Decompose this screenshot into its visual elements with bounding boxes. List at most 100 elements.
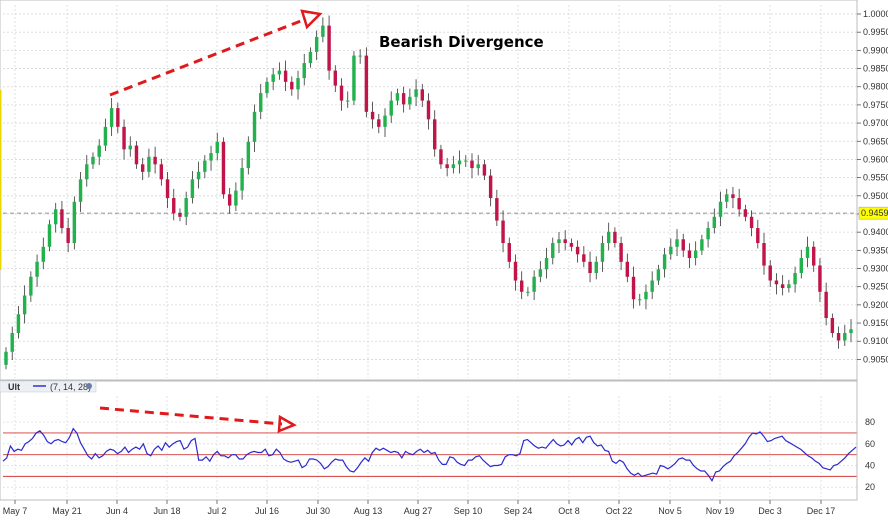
candle-body <box>793 273 797 285</box>
candle-body <box>122 126 126 150</box>
oscillator-divergence-arrow-line <box>99 406 283 426</box>
candle-body <box>725 194 729 202</box>
candle-body <box>85 164 89 180</box>
candle-body <box>66 228 70 244</box>
candle-body <box>60 209 64 229</box>
candle-body <box>358 55 362 57</box>
candle-body <box>693 250 698 259</box>
indicator-tick-label: 80 <box>865 417 875 427</box>
time-tick-label: May 21 <box>52 506 82 516</box>
candle-body <box>538 269 543 277</box>
time-tick-label: Nov 5 <box>658 506 682 516</box>
candle-body <box>395 93 400 101</box>
candle-body <box>762 243 766 266</box>
candle-body <box>35 261 39 277</box>
candle-body <box>290 81 294 90</box>
price-tick-label: 0.98500 <box>863 64 888 74</box>
candle-body <box>575 246 580 255</box>
price-tick-label: 0.95000 <box>863 191 888 201</box>
time-tick-label: Jun 18 <box>153 506 180 516</box>
candle-body <box>451 164 456 169</box>
indicator-header: Ult (7, 14, 28) <box>0 380 97 393</box>
candle-body <box>103 126 108 146</box>
candle-body <box>91 156 95 165</box>
candle-body <box>843 333 847 341</box>
candle-body <box>756 228 760 244</box>
candle-body <box>439 149 443 165</box>
candle-body <box>333 70 338 86</box>
price-tick-label: 0.99500 <box>863 27 888 37</box>
candle-body <box>346 100 350 102</box>
candle-body <box>718 201 723 217</box>
candle-body <box>544 258 549 270</box>
candle-body <box>470 160 474 169</box>
time-tick-label: Aug 13 <box>354 506 383 516</box>
price-tick-label: 0.95500 <box>863 173 888 183</box>
candle-body <box>569 243 574 247</box>
candle-body <box>600 243 605 262</box>
candle-body <box>551 243 555 259</box>
candle-body <box>72 201 77 244</box>
price-tick-label: 0.92500 <box>863 282 888 292</box>
candle-body <box>687 250 692 259</box>
candle-body <box>203 160 207 172</box>
candle-body <box>128 145 132 150</box>
candle-body <box>296 78 300 90</box>
candle-body <box>638 299 642 301</box>
candle-body <box>805 246 810 259</box>
candle-body <box>650 280 654 292</box>
candle-body <box>606 231 611 244</box>
time-tick-label: Dec 3 <box>758 506 782 516</box>
candle-body <box>644 291 648 300</box>
candle-body <box>582 254 586 262</box>
candle-body <box>433 119 437 150</box>
candle-body <box>277 70 282 75</box>
time-tick-label: Nov 19 <box>706 506 735 516</box>
candle-body <box>482 164 487 176</box>
candle-body <box>408 96 412 105</box>
candle-body <box>364 55 369 112</box>
candle-body <box>41 246 45 262</box>
settings-icon[interactable] <box>86 383 92 389</box>
candle-body <box>669 246 673 255</box>
candle-body <box>706 228 710 240</box>
indicator-tick-label: 60 <box>865 439 875 449</box>
annotations <box>99 9 323 433</box>
time-tick-label: Sep 10 <box>454 506 483 516</box>
candle-body <box>830 318 835 334</box>
candle-body <box>147 156 151 172</box>
candle-body <box>221 141 226 195</box>
candle-body <box>619 243 623 262</box>
candle-body <box>700 239 704 251</box>
candle-body <box>339 85 344 101</box>
oscillator-divergence-arrowhead <box>277 414 297 433</box>
candle-body <box>314 36 319 52</box>
candle-body <box>116 108 120 127</box>
candle-body <box>53 209 58 225</box>
candle-body <box>420 89 424 101</box>
candle-body <box>78 179 83 202</box>
candle-body <box>165 179 170 199</box>
candle-body <box>259 93 263 112</box>
candle-body <box>16 314 21 334</box>
indicator-tick-label: 40 <box>865 461 875 471</box>
candle-body <box>271 74 275 82</box>
candle-body <box>780 284 785 289</box>
candle-body <box>215 141 219 154</box>
candle-body <box>308 51 313 64</box>
candle-body <box>352 55 356 101</box>
price-tick-label: 0.93000 <box>863 264 888 274</box>
candle-body <box>662 254 667 270</box>
candle-body <box>172 198 176 214</box>
price-tick-label: 0.96500 <box>863 136 888 146</box>
price-divergence-arrowhead <box>300 9 323 30</box>
candle-body <box>29 276 33 296</box>
candle-body <box>749 216 754 229</box>
candle-body <box>389 100 393 116</box>
ultimate-oscillator-line <box>2 427 857 482</box>
time-tick-label: Oct 8 <box>558 506 580 516</box>
candle-body <box>97 145 101 157</box>
candle-body <box>377 119 381 127</box>
